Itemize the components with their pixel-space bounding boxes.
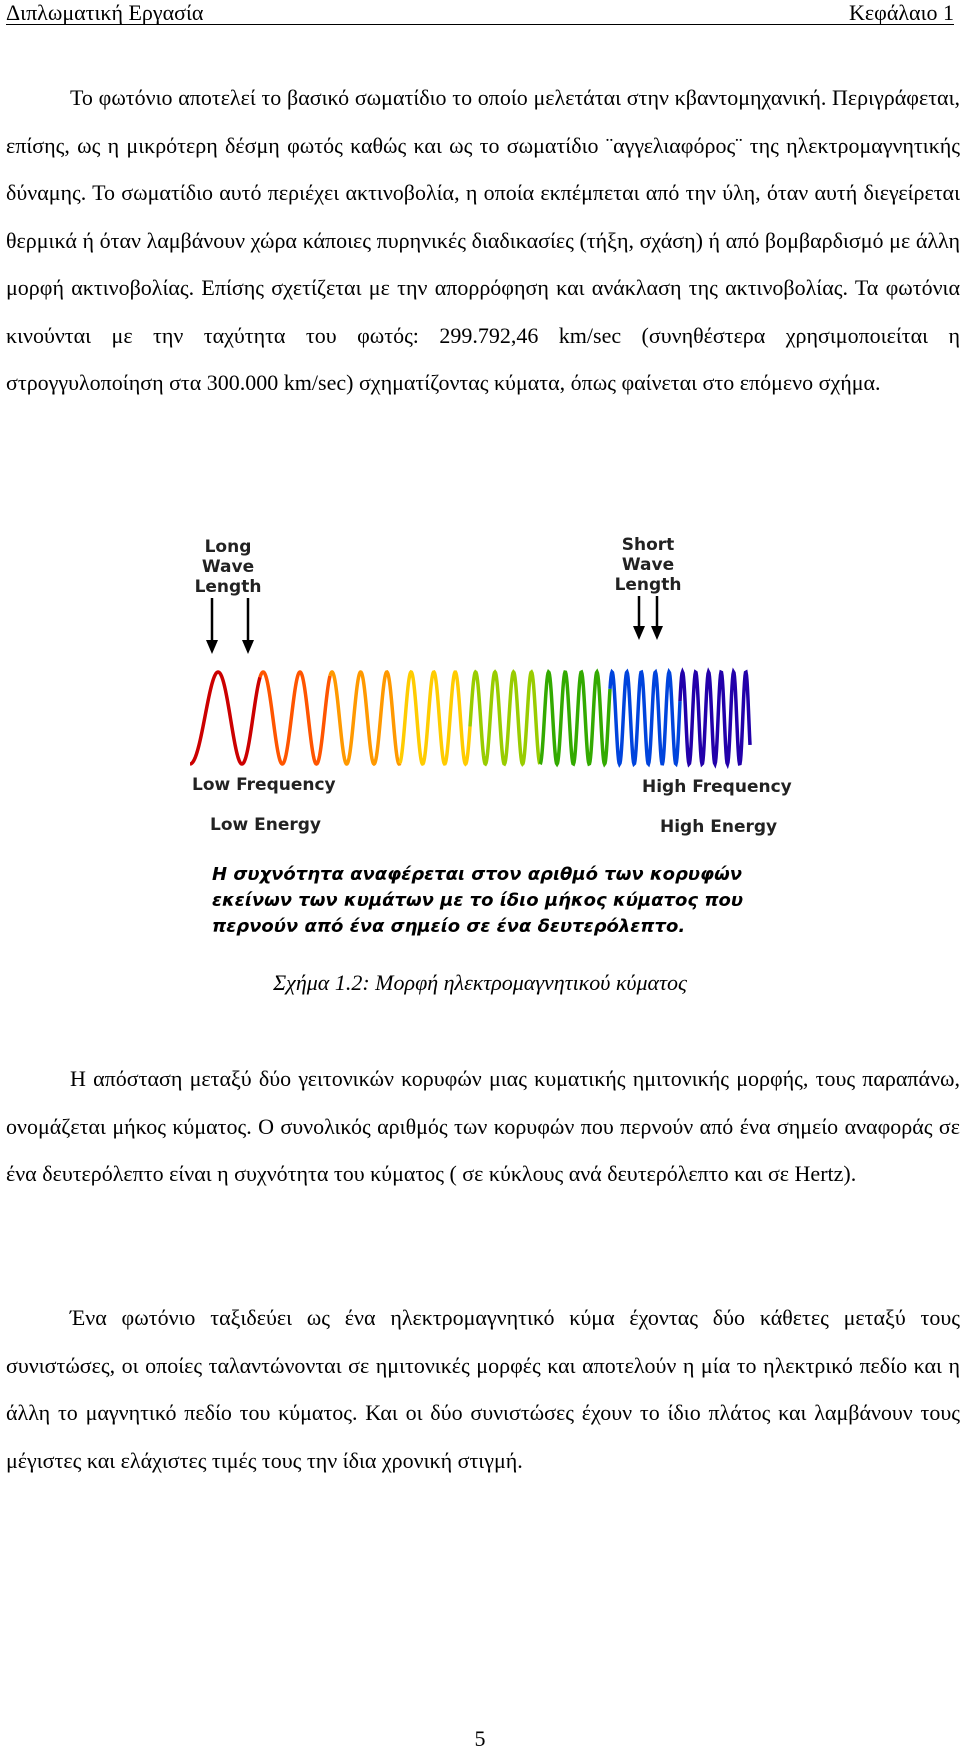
short-arrows [633,596,663,640]
wave-figure: Long Wave Length Short Wave Length Low F… [190,532,810,972]
header-chapter: Κεφάλαιο 1 [849,0,954,25]
wave-segment [328,670,402,767]
long-label-line3: Length [195,577,262,597]
wave-diagram: Long Wave Length Short Wave Length Low F… [190,535,792,937]
high-frequency-label: High Frequency [642,777,792,797]
long-label-line2: Wave [202,557,254,577]
wave-segment [190,670,262,766]
wave-segment [398,669,472,767]
running-header: Διπλωματική Εργασία Κεφάλαιο 1 [6,0,954,25]
figure-text-line3: περνούν από ένα σημείο σε ένα δευτερόλεπ… [212,916,685,937]
figure-caption: Σχήμα 1.2: Μορφή ηλεκτρομαγνητικού κύματ… [273,970,687,995]
paragraph-photon-components: Ένα φωτόνιο ταξιδεύει ως ένα ηλεκτρομαγν… [6,1305,960,1473]
short-label-line3: Length [615,575,682,595]
wave-segment [678,667,752,770]
wave-segment [258,670,332,766]
low-energy-label: Low Energy [210,815,321,835]
wave-segment [608,667,682,768]
header-title: Διπλωματική Εργασία [6,0,204,25]
page-number: 5 [474,1726,486,1751]
paragraph-photon-intro: Το φωτόνιο αποτελεί το βασικό σωματίδιο … [6,85,960,395]
short-label-line1: Short [622,535,675,555]
spectrum-wave [190,667,752,770]
high-energy-label: High Energy [660,817,777,837]
long-arrows [206,598,254,654]
paragraph-wavelength: Η απόσταση μεταξύ δύο γειτονικών κορυφών… [6,1066,960,1186]
short-label-line2: Wave [622,555,674,575]
wave-segment [468,669,542,767]
long-label-line1: Long [205,537,252,557]
wave-segment [538,668,612,768]
figure-text-line2: εκείνων των κυμάτων με το ίδιο μήκος κύμ… [212,890,743,911]
figure-text-line1: Η συχνότητα αναφέρεται στον αριθμό των κ… [212,864,742,885]
low-frequency-label: Low Frequency [192,775,336,795]
